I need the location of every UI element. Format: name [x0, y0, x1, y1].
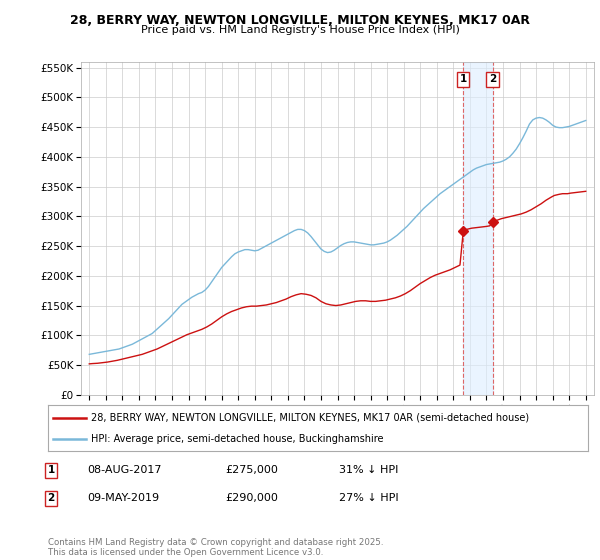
- Text: Price paid vs. HM Land Registry's House Price Index (HPI): Price paid vs. HM Land Registry's House …: [140, 25, 460, 35]
- Bar: [463, 62, 493, 395]
- Text: 31% ↓ HPI: 31% ↓ HPI: [339, 465, 398, 475]
- Text: 27% ↓ HPI: 27% ↓ HPI: [339, 493, 398, 503]
- Text: £275,000: £275,000: [225, 465, 278, 475]
- Text: 1: 1: [460, 74, 467, 85]
- Text: Contains HM Land Registry data © Crown copyright and database right 2025.
This d: Contains HM Land Registry data © Crown c…: [48, 538, 383, 557]
- Text: 1: 1: [47, 465, 55, 475]
- Text: HPI: Average price, semi-detached house, Buckinghamshire: HPI: Average price, semi-detached house,…: [91, 435, 384, 444]
- Text: £290,000: £290,000: [225, 493, 278, 503]
- Text: 28, BERRY WAY, NEWTON LONGVILLE, MILTON KEYNES, MK17 0AR: 28, BERRY WAY, NEWTON LONGVILLE, MILTON …: [70, 14, 530, 27]
- Text: 2: 2: [47, 493, 55, 503]
- Text: 2: 2: [489, 74, 496, 85]
- Text: 28, BERRY WAY, NEWTON LONGVILLE, MILTON KEYNES, MK17 0AR (semi-detached house): 28, BERRY WAY, NEWTON LONGVILLE, MILTON …: [91, 413, 529, 423]
- Text: 09-MAY-2019: 09-MAY-2019: [87, 493, 159, 503]
- Text: 08-AUG-2017: 08-AUG-2017: [87, 465, 161, 475]
